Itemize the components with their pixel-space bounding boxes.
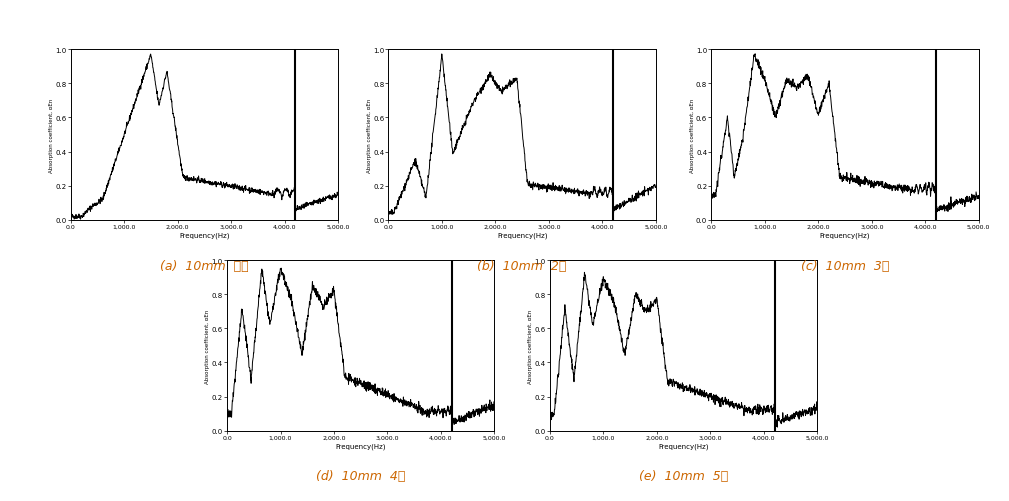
X-axis label: Frequency(Hz): Frequency(Hz)	[658, 443, 709, 449]
X-axis label: Frequency(Hz): Frequency(Hz)	[819, 232, 871, 239]
Text: (a)  10mm  단일: (a) 10mm 단일	[160, 259, 248, 272]
X-axis label: Frequency(Hz): Frequency(Hz)	[335, 443, 386, 449]
Y-axis label: Absorption coefficient, αEn: Absorption coefficient, αEn	[48, 98, 53, 172]
Y-axis label: Absorption coefficient, αEn: Absorption coefficient, αEn	[689, 98, 694, 172]
X-axis label: Frequency(Hz): Frequency(Hz)	[179, 232, 230, 239]
Text: (b)  10mm  2중: (b) 10mm 2중	[477, 259, 567, 272]
Y-axis label: Absorption coefficient, αEn: Absorption coefficient, αEn	[366, 98, 371, 172]
Y-axis label: Absorption coefficient, αEn: Absorption coefficient, αEn	[205, 309, 210, 383]
Text: (e)  10mm  5중: (e) 10mm 5중	[639, 469, 728, 482]
Text: (c)  10mm  3중: (c) 10mm 3중	[801, 259, 889, 272]
X-axis label: Frequency(Hz): Frequency(Hz)	[496, 232, 548, 239]
Text: (d)  10mm  4중: (d) 10mm 4중	[316, 469, 406, 482]
Y-axis label: Absorption coefficient, αEn: Absorption coefficient, αEn	[528, 309, 533, 383]
